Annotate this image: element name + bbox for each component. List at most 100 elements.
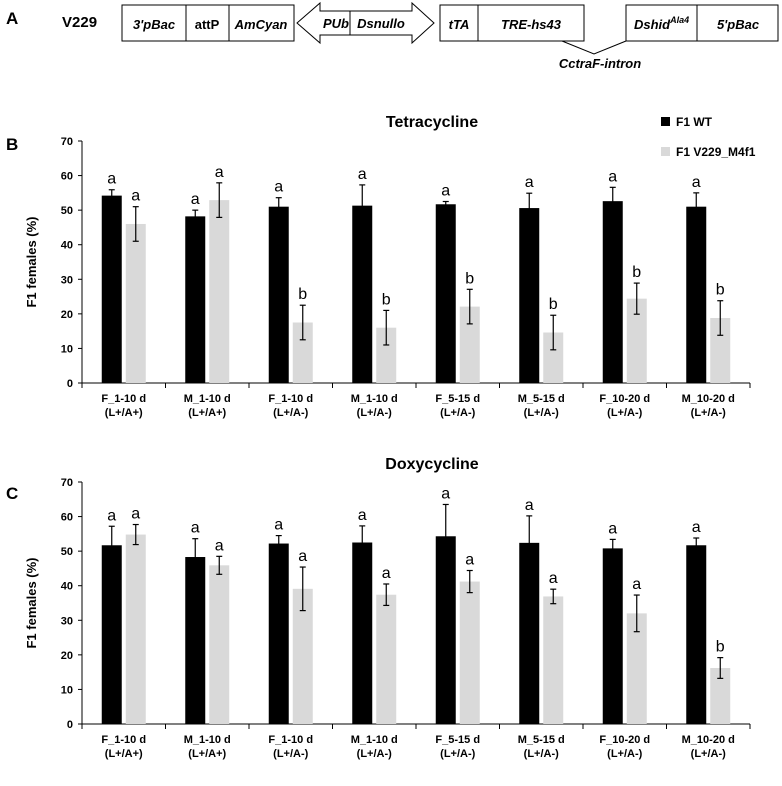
intron-label: CctraF-intron xyxy=(559,56,641,71)
chart-1-sig-letter-s0-4: a xyxy=(441,485,450,502)
chart-0-sig-letter-s1-0: a xyxy=(131,188,140,205)
chart-1-category-label-6: F_10-20 d xyxy=(599,734,650,746)
chart-1-subcategory-label-0: (L+/A+) xyxy=(105,748,143,760)
chart-0-subcategory-label-2: (L+/A-) xyxy=(273,407,308,419)
chart-0-sig-letter-s1-7: b xyxy=(716,282,725,299)
chart-1-ytick-label-4: 40 xyxy=(61,581,73,593)
chart-1-bar-s1-6 xyxy=(626,613,647,724)
chart-1-bar-s1-0 xyxy=(125,534,146,724)
chart-1-bar-s0-1 xyxy=(185,557,206,724)
middle-block xyxy=(439,4,585,42)
chart-0-bar-s1-4 xyxy=(459,306,480,383)
chart-1-category-label-7: M_10-20 d xyxy=(682,734,735,746)
chart-1-subcategory-label-1: (L+/A+) xyxy=(188,748,226,760)
intron-line xyxy=(561,40,627,55)
chart-0-sig-letter-s0-2: a xyxy=(274,179,283,196)
panel-c-chart: C Doxycycline F1 females (%) 0 10 20 30 40 50 60 7… xyxy=(6,456,751,760)
bidirectional-promoter-arrow xyxy=(296,1,435,45)
chart-1-bar-s1-5 xyxy=(543,596,564,724)
chart-1-panel-label: C xyxy=(6,484,18,503)
legend-wt-label: F1 WT xyxy=(676,115,713,129)
chart-1-sig-letter-s0-2: a xyxy=(274,517,283,534)
chart-0-bar-s0-3 xyxy=(352,205,373,383)
chart-1-ytick-label-5: 50 xyxy=(61,546,73,558)
chart-0-category-label-2: F_1-10 d xyxy=(268,393,313,405)
chart-0-category-label-0: F_1-10 d xyxy=(101,393,146,405)
chart-1-sig-letter-s1-3: a xyxy=(382,565,391,582)
chart-0-category-label-3: M_1-10 d xyxy=(351,393,398,405)
chart-0-bar-s1-1 xyxy=(209,200,230,383)
chart-0-sig-letter-s0-0: a xyxy=(107,171,116,188)
chart-1-ytick-label-7: 70 xyxy=(61,477,73,489)
chart-0-sig-letter-s1-6: b xyxy=(632,264,641,281)
chart-0-subcategory-label-7: (L+/A-) xyxy=(691,407,726,419)
chart-1-ytick-label-2: 20 xyxy=(61,650,73,662)
chart-0-bar-s0-0 xyxy=(101,195,122,383)
chart-0-bar-s0-4 xyxy=(435,204,456,383)
chart-1-sig-letter-s1-4: a xyxy=(465,552,474,569)
chart-0-subcategory-label-6: (L+/A-) xyxy=(607,407,642,419)
chart-1-ytick-label-3: 30 xyxy=(61,615,73,627)
chart-0-ytick-label-1: 10 xyxy=(61,343,73,355)
box-tre-hs43: TRE-hs43 xyxy=(501,17,562,32)
chart-1-category-label-4: F_5-15 d xyxy=(435,734,480,746)
legend: F1 WT F1 V229_M4f1 xyxy=(661,115,756,159)
chart-1-sig-letter-s0-0: a xyxy=(107,507,116,524)
box-5pbac: 5'pBac xyxy=(717,17,760,32)
chart-0-sig-letter-s0-3: a xyxy=(358,166,367,183)
chart-0-category-label-4: F_5-15 d xyxy=(435,393,480,405)
chart-1-sig-letter-s0-6: a xyxy=(608,520,617,537)
chart-0-sig-letter-s1-2: b xyxy=(298,286,307,303)
chart-1-subcategory-label-5: (L+/A-) xyxy=(524,748,559,760)
box-attp: attP xyxy=(195,17,220,32)
chart-0-bar-s1-7 xyxy=(710,318,731,383)
chart-1-bar-s1-1 xyxy=(209,565,230,724)
chart-1-bar-s1-4 xyxy=(459,581,480,724)
chart-1-bar-s0-6 xyxy=(602,548,623,724)
chart-0-panel-label: B xyxy=(6,135,18,154)
chart-1-bar-s1-3 xyxy=(376,594,397,724)
chart-0-ytick-label-0: 0 xyxy=(67,378,73,390)
chart-0-sig-letter-s0-7: a xyxy=(692,174,701,191)
chart-0-sig-letter-s1-4: b xyxy=(465,270,474,287)
legend-mut-label: F1 V229_M4f1 xyxy=(676,145,756,159)
chart-1-sig-letter-s1-5: a xyxy=(549,570,558,587)
chart-1-category-label-3: M_1-10 d xyxy=(351,734,398,746)
legend-mut-swatch xyxy=(661,147,670,156)
right-block xyxy=(625,4,779,42)
chart-0-subcategory-label-4: (L+/A-) xyxy=(440,407,475,419)
chart-1-subcategory-label-7: (L+/A-) xyxy=(691,748,726,760)
chart-0-ylabel: F1 females (%) xyxy=(24,216,39,307)
chart-1-sig-letter-s1-1: a xyxy=(215,537,224,554)
chart-1-title: Doxycycline xyxy=(385,456,478,473)
chart-1-bar-s0-2 xyxy=(268,543,289,724)
chart-0-ytick-label-2: 20 xyxy=(61,309,73,321)
chart-1-sig-letter-s1-0: a xyxy=(131,506,140,523)
chart-0-subcategory-label-3: (L+/A-) xyxy=(357,407,392,419)
chart-1-bar-s0-7 xyxy=(686,545,707,724)
chart-1-bar-s0-0 xyxy=(101,545,122,724)
chart-0-sig-letter-s0-6: a xyxy=(608,168,617,185)
chart-1-subcategory-label-3: (L+/A-) xyxy=(357,748,392,760)
chart-0-category-label-7: M_10-20 d xyxy=(682,393,735,405)
chart-0-subcategory-label-5: (L+/A-) xyxy=(524,407,559,419)
chart-1-bar-s1-2 xyxy=(292,588,313,724)
chart-1-bar-s0-5 xyxy=(519,542,540,724)
left-block xyxy=(121,4,295,42)
chart-1-bar-s0-4 xyxy=(435,536,456,724)
chart-1-subcategory-label-6: (L+/A-) xyxy=(607,748,642,760)
chart-0-ytick-label-5: 50 xyxy=(61,205,73,217)
construct-name: V229 xyxy=(62,14,97,31)
chart-0-sig-letter-s1-5: b xyxy=(549,296,558,313)
chart-0-bar-s1-3 xyxy=(376,327,397,383)
chart-0-bar-s1-0 xyxy=(125,223,146,383)
box-pub: PUb xyxy=(323,16,349,31)
chart-0-title: Tetracycline xyxy=(386,114,478,131)
panel-b-chart: B Tetracycline F1 females (%) 0 10 20 30 40 50 60… xyxy=(6,114,751,419)
chart-0-category-label-1: M_1-10 d xyxy=(184,393,231,405)
box-tta: tTA xyxy=(449,17,470,32)
chart-1-subcategory-label-2: (L+/A-) xyxy=(273,748,308,760)
box-amcyan: AmCyan xyxy=(234,17,288,32)
chart-0-ytick-label-4: 40 xyxy=(61,240,73,252)
